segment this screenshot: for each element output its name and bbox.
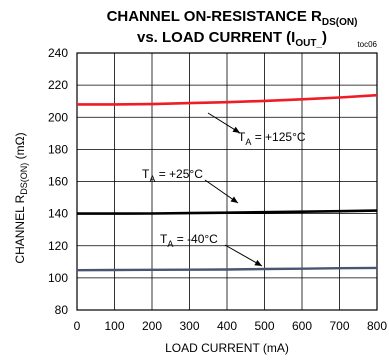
series-label: TA = +25°C — [142, 167, 203, 184]
x-tick-label: 500 — [254, 319, 274, 333]
y-axis-label: CHANNEL RDS(ON) (mΩ) — [13, 132, 29, 263]
chart-title-line2: vs. LOAD CURRENT (IOUT_) — [137, 29, 327, 49]
plot-frame — [76, 52, 378, 311]
x-tick-label: 400 — [217, 319, 237, 333]
grid — [76, 52, 378, 311]
y-tick-label: 220 — [48, 78, 68, 92]
x-tick-label: 200 — [142, 319, 162, 333]
series-labels: TA = +125°C TA = +25°C TA = -40°C — [142, 130, 306, 249]
x-tick-label: 100 — [104, 319, 124, 333]
x-tick-label: 800 — [367, 319, 387, 333]
annotation-leaders — [204, 112, 263, 267]
series-line — [77, 209, 378, 215]
y-tick-label: 240 — [48, 46, 68, 60]
x-tick-labels: 0 100 200 300 400 500 600 700 800 — [74, 319, 388, 333]
y-tick-label: 100 — [48, 271, 68, 285]
chart-title: CHANNEL ON-RESISTANCE RDS(ON) vs. LOAD C… — [107, 8, 358, 49]
y-tick-label: 160 — [48, 175, 68, 189]
y-tick-label: 200 — [48, 110, 68, 124]
y-tick-labels: 80 100 120 140 160 180 200 220 240 — [48, 46, 68, 317]
y-tick-label: 80 — [55, 303, 69, 317]
leader-arrowhead — [230, 196, 238, 203]
x-axis-label: LOAD CURRENT (mA) — [165, 341, 289, 355]
figure-code: toc06 — [357, 40, 377, 49]
series-label: TA = -40°C — [160, 232, 218, 249]
leader-line — [224, 244, 263, 267]
leader-arrowhead — [232, 126, 240, 133]
y-tick-label: 180 — [48, 142, 68, 156]
x-tick-label: 0 — [74, 319, 81, 333]
x-tick-label: 700 — [329, 319, 349, 333]
chart-title-line1: CHANNEL ON-RESISTANCE RDS(ON) — [107, 8, 358, 28]
y-tick-label: 140 — [48, 207, 68, 221]
series-label: TA = +125°C — [238, 130, 306, 147]
x-tick-label: 600 — [292, 319, 312, 333]
leader-arrowhead — [254, 259, 262, 266]
series-line — [76, 266, 378, 272]
series — [76, 93, 378, 272]
series-line — [77, 93, 378, 106]
x-tick-label: 300 — [179, 319, 199, 333]
y-tick-label: 120 — [48, 239, 68, 253]
